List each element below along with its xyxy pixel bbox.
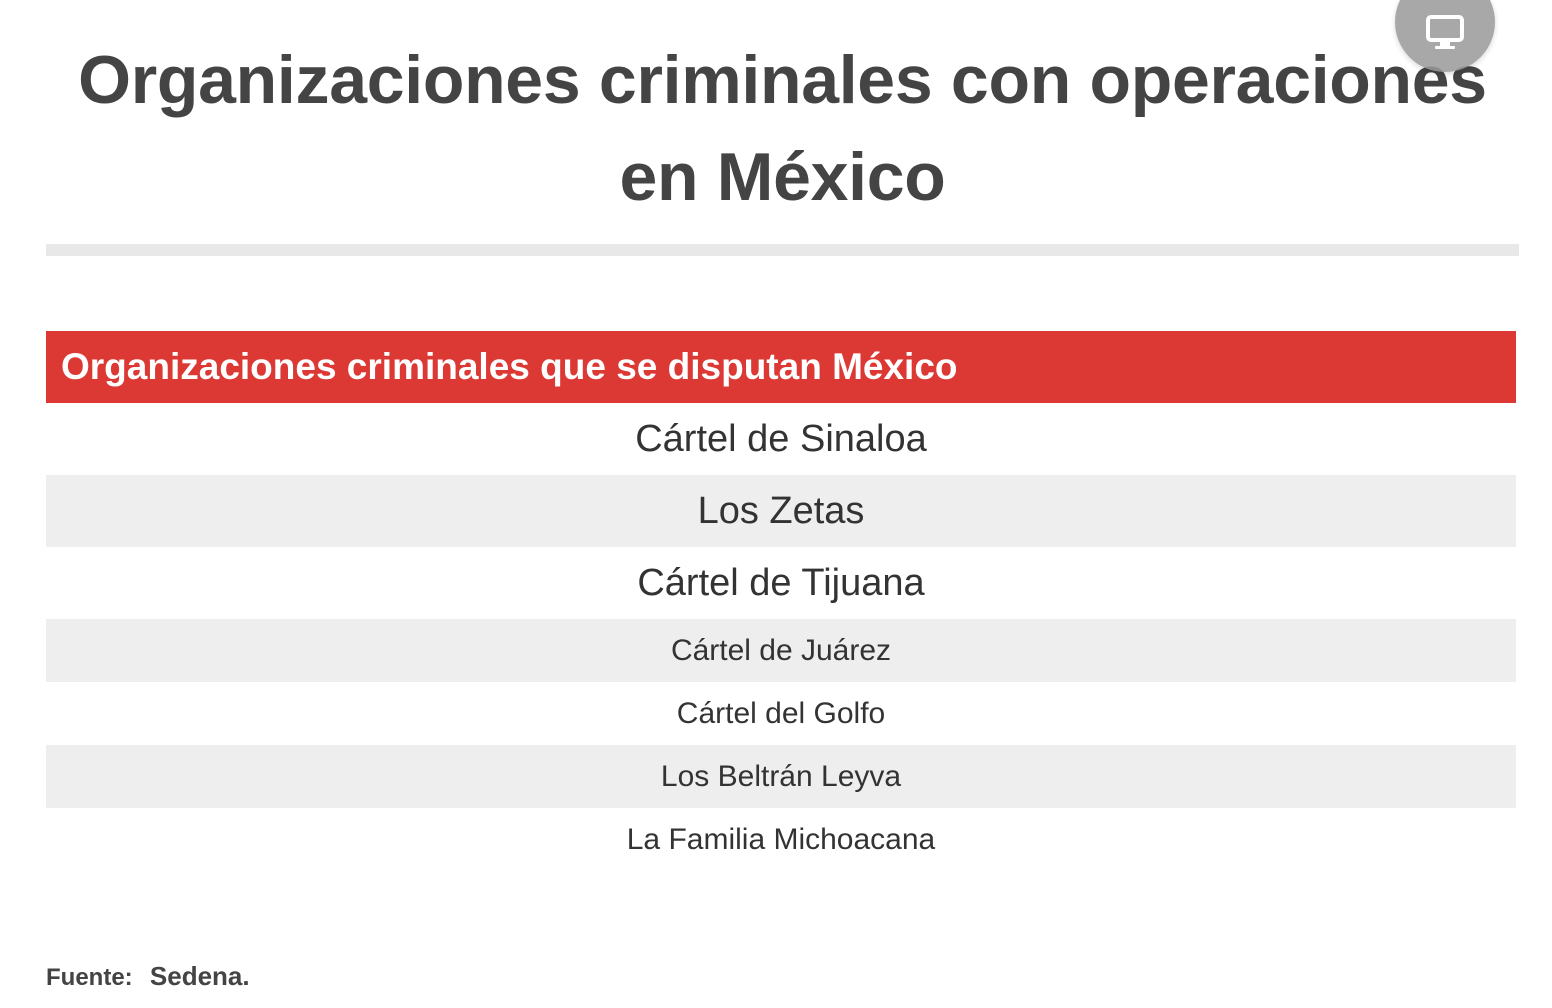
- desktop-view-button[interactable]: [1395, 0, 1495, 72]
- table-row: Cártel del Golfo: [676, 696, 886, 730]
- source-note: Fuente: Sedena.: [46, 958, 250, 996]
- page-title: Organizaciones criminales con operacione…: [78, 42, 1487, 215]
- table-row: Los Beltrán Leyva: [46, 745, 1516, 808]
- table-row: Cártel de Juárez: [46, 619, 1516, 682]
- title-divider: [46, 244, 1519, 256]
- table-row: Los Zetas: [46, 475, 1516, 547]
- desktop-monitor-icon: [1426, 15, 1464, 49]
- organizations-table: Organizaciones criminales que se disputa…: [46, 331, 1516, 871]
- table-row: Cártel de Tijuana: [637, 561, 925, 604]
- table-row: Cártel de Sinaloa: [635, 417, 927, 460]
- source-label: Fuente:: [46, 964, 133, 991]
- table-row: La Familia Michoacana: [626, 822, 936, 856]
- table-header: Organizaciones criminales que se disputa…: [46, 331, 1516, 403]
- source-value: Sedena.: [149, 961, 250, 991]
